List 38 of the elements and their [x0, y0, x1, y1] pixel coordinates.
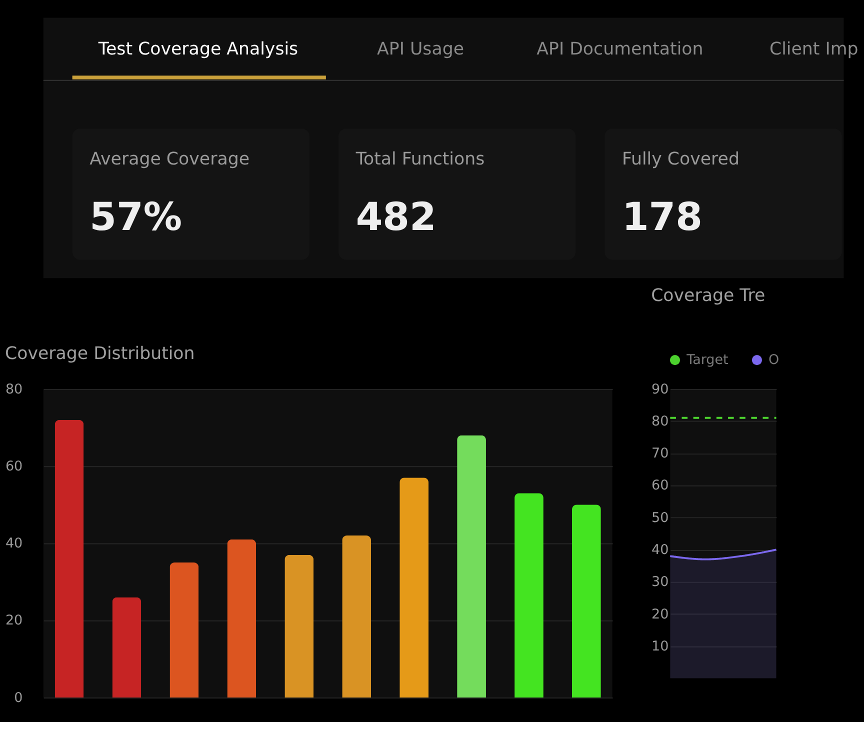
y-tick-label: 90 — [652, 381, 669, 398]
bar — [170, 562, 199, 698]
bar — [342, 536, 372, 698]
bar — [227, 539, 256, 698]
category-label: Average Coverage — [90, 149, 250, 170]
text: Client Imp — [770, 39, 858, 60]
legend-label: O — [768, 352, 780, 368]
data-label: 57% — [90, 194, 182, 240]
bar — [112, 597, 142, 698]
y-tick-label: 60 — [652, 478, 669, 494]
category-label: Total Functions — [354, 149, 485, 170]
legend-label: Target — [686, 352, 728, 368]
text: API Documentation — [536, 39, 704, 60]
chart-title: Coverage Tre — [651, 286, 766, 306]
chart-title: Coverage Distribution — [5, 344, 195, 364]
y-tick-label: 40 — [5, 536, 23, 552]
category-label: Fully Covered — [622, 149, 740, 170]
y-tick-label: 50 — [652, 510, 669, 526]
bar — [284, 554, 314, 698]
y-tick-label: 80 — [652, 413, 669, 430]
bar — [514, 493, 544, 698]
y-tick-label: 0 — [14, 690, 23, 706]
y-tick-label: 70 — [652, 446, 669, 462]
y-tick-label: 40 — [652, 542, 669, 558]
bar — [400, 478, 429, 698]
bar — [572, 504, 601, 698]
data-label: 178 — [622, 194, 702, 240]
data-label: 482 — [356, 194, 436, 240]
bar — [457, 435, 486, 698]
y-tick-label: 20 — [652, 606, 669, 622]
y-tick-label: 60 — [5, 458, 23, 474]
text: Test Coverage Analysis — [97, 39, 298, 60]
y-tick-label: 30 — [652, 574, 669, 590]
text: API Usage — [377, 39, 464, 60]
y-tick-label: 80 — [5, 381, 23, 398]
bar — [54, 420, 84, 698]
y-tick-label: 10 — [652, 638, 669, 654]
y-tick-label: 20 — [5, 612, 23, 629]
